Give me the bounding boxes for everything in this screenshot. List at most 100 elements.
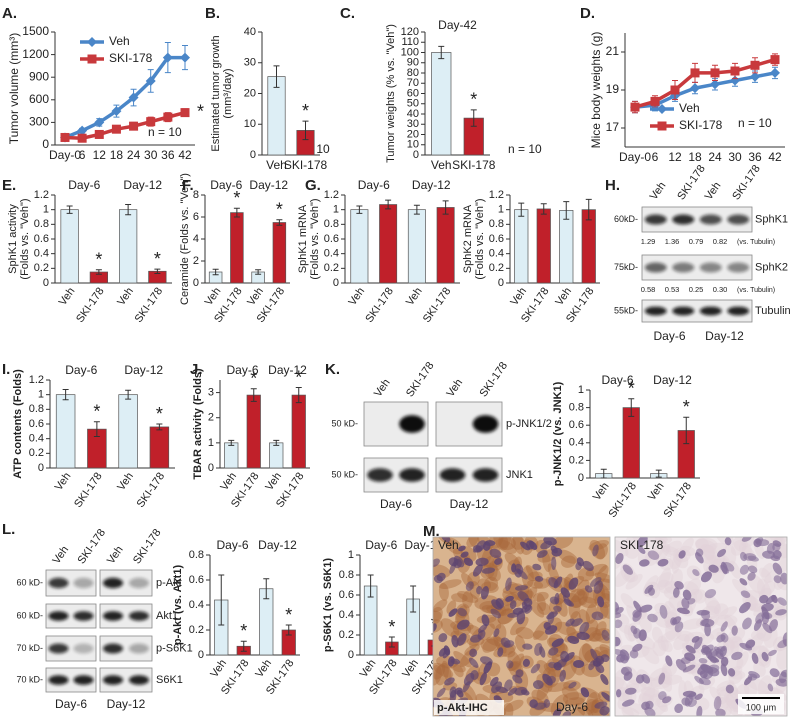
band (472, 415, 499, 433)
nucleus (507, 687, 518, 696)
cytoplasm (657, 579, 673, 594)
x-tick-label: 6 (79, 148, 86, 162)
x-tick-label: 12 (668, 150, 682, 164)
band (129, 675, 149, 685)
nucleus (647, 587, 655, 596)
x-tick-label: Veh (253, 658, 274, 680)
nucleus (753, 538, 762, 548)
nucleus (725, 684, 734, 694)
nucleus (576, 631, 590, 641)
protein-label: p-Akt (156, 577, 182, 589)
x-tick-label: 42 (178, 148, 192, 162)
y-tick-label: 300 (29, 115, 49, 129)
error-bar (125, 389, 132, 400)
cytoplasm (457, 591, 479, 603)
cytoplasm (695, 538, 717, 552)
band (472, 468, 499, 482)
bar (581, 209, 596, 284)
nucleus (682, 589, 692, 601)
band (672, 306, 695, 316)
nucleus (433, 558, 440, 568)
cytoplasm (759, 567, 772, 583)
nucleus (576, 557, 585, 567)
nucleus (775, 678, 787, 687)
x-tick-label: Veh (404, 286, 425, 308)
cytoplasm (498, 537, 516, 551)
nucleus (433, 623, 437, 633)
legend-marker (87, 54, 97, 64)
nucleus (720, 632, 729, 643)
cytoplasm (594, 646, 610, 657)
nucleus (694, 552, 704, 564)
x-tick-label: 6 (652, 150, 659, 164)
nucleus (460, 551, 469, 558)
band (129, 611, 149, 621)
y-tick-label: 1200 (22, 47, 49, 61)
x-tick-label: Veh (115, 471, 136, 493)
band (644, 214, 667, 225)
x-tick-label: 36 (161, 148, 175, 162)
nucleus (731, 625, 738, 636)
quant-value: 0.25 (689, 285, 704, 294)
error-bar (285, 624, 292, 636)
cytoplasm (433, 665, 442, 686)
point (770, 55, 780, 65)
nucleus (505, 577, 512, 591)
y-tick-label: 1 (498, 204, 504, 216)
panel-label: C. (340, 5, 355, 22)
y-tick-label: 1.2 (29, 374, 44, 386)
group-label: Day-6 (365, 538, 397, 552)
nucleus (512, 607, 524, 615)
error-bar (655, 469, 662, 478)
y-tick-label: 110 (401, 36, 419, 48)
y-tick-label: 0 (348, 649, 354, 661)
nucleus (579, 621, 590, 634)
nucleus (567, 635, 580, 644)
significance: * (156, 404, 163, 424)
quant-value: 0.53 (665, 285, 680, 294)
nucleus (720, 663, 728, 677)
point (690, 68, 700, 78)
significance: * (628, 379, 635, 399)
y-tick-label: 0.6 (189, 574, 204, 586)
error-bar (93, 421, 100, 437)
panel-label: G. (305, 177, 321, 194)
error-bar (228, 439, 235, 446)
bar (118, 394, 138, 469)
error-bar (442, 200, 449, 215)
band (644, 306, 667, 316)
nucleus (709, 656, 718, 664)
note: n = 10 (148, 125, 182, 139)
cytoplasm (660, 639, 673, 653)
nucleus (532, 563, 542, 571)
nucleus (553, 605, 562, 612)
cytoplasm (494, 623, 507, 642)
lane-label: SKI-178 (478, 360, 511, 399)
y-axis-label: p-Akt (vs. Akt1) (172, 565, 184, 646)
cytoplasm (680, 537, 694, 555)
cytoplasm (599, 601, 610, 619)
group-label: Day-6 (556, 700, 588, 714)
cytoplasm (723, 691, 741, 710)
bar (55, 394, 76, 469)
band (73, 577, 94, 589)
nucleus (739, 578, 748, 586)
band (73, 643, 94, 654)
group-label: Day-12 (107, 697, 146, 711)
nucleus (685, 645, 696, 654)
x-tick-label: Day-0 (49, 148, 81, 162)
cytoplasm (702, 545, 715, 564)
y-tick-label: 1 (43, 204, 49, 216)
nucleus (514, 568, 522, 578)
point (690, 83, 700, 94)
cytoplasm (615, 539, 629, 557)
cytoplasm (562, 692, 586, 706)
cytoplasm (658, 538, 672, 558)
cytoplasm (585, 563, 607, 577)
x-tick-label: 24 (127, 148, 141, 162)
y-axis-label: SphK1 activity (7, 204, 19, 274)
y-tick-label: 0 (193, 277, 199, 289)
cytoplasm (586, 698, 599, 714)
y-axis-label: (Folds vs. "Veh") (19, 198, 31, 279)
